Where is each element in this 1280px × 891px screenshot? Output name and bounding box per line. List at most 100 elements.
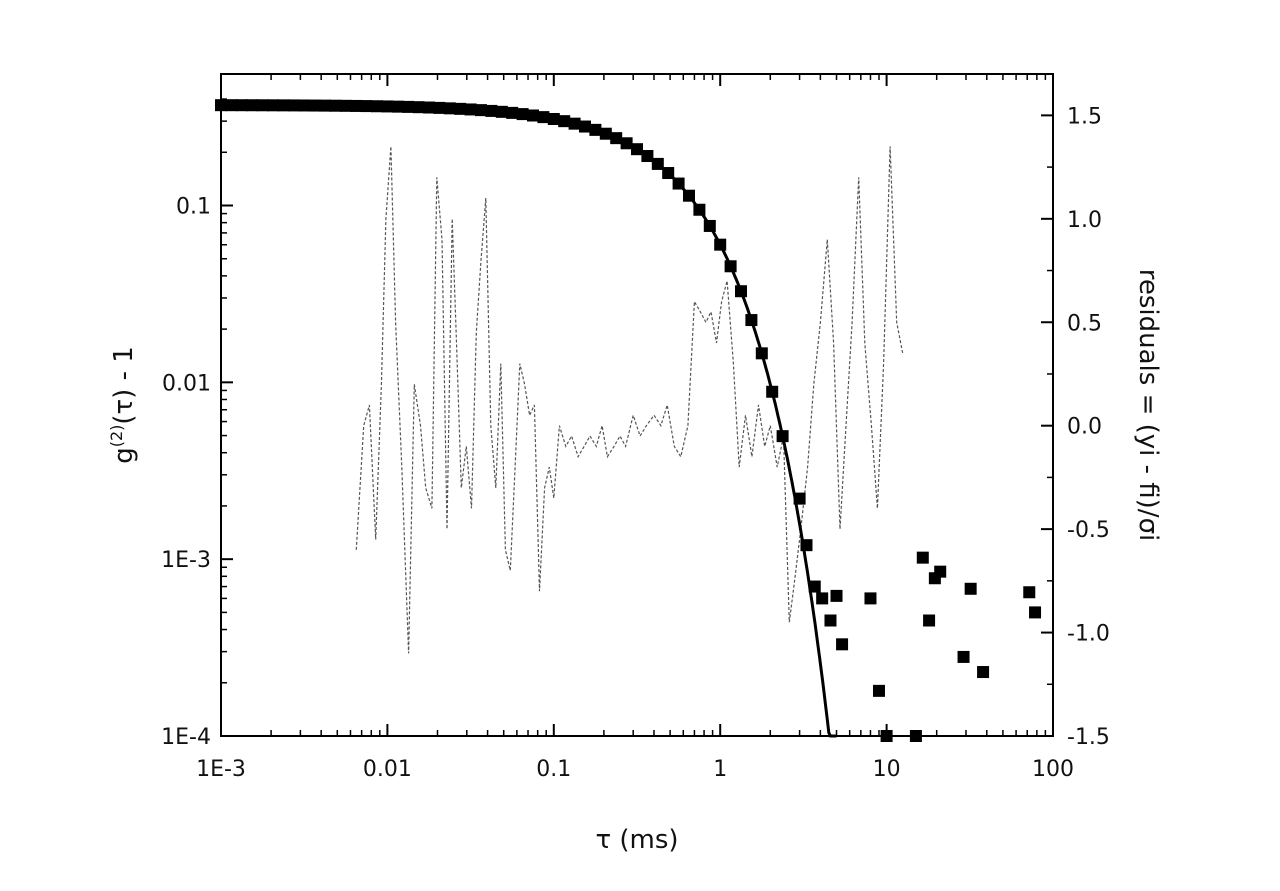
data-point bbox=[350, 99, 363, 112]
data-point bbox=[864, 592, 877, 605]
x-tick-label: 1 bbox=[713, 757, 727, 782]
data-point bbox=[599, 127, 612, 140]
data-point bbox=[495, 105, 508, 118]
data-point bbox=[934, 565, 947, 578]
data-point bbox=[641, 150, 654, 163]
y-left-axis-title: g(2)(τ) - 1 bbox=[107, 346, 139, 464]
y-left-tick-label: 0.01 bbox=[162, 371, 211, 396]
y-left-axis-title-rest: (τ) - 1 bbox=[109, 346, 139, 424]
data-point bbox=[267, 99, 279, 112]
data-point bbox=[651, 157, 664, 170]
data-point bbox=[766, 385, 779, 398]
data-point bbox=[423, 101, 435, 114]
data-point bbox=[909, 730, 922, 742]
x-axis-title: τ (ms) bbox=[595, 825, 678, 855]
data-point bbox=[558, 115, 571, 128]
data-point bbox=[485, 104, 498, 117]
data-point bbox=[215, 99, 227, 112]
data-point bbox=[329, 99, 342, 112]
data-point bbox=[800, 539, 813, 552]
data-series bbox=[215, 99, 1042, 742]
data-point bbox=[714, 238, 727, 251]
y-right-tick-label: -0.5 bbox=[1067, 518, 1110, 543]
data-point bbox=[880, 730, 893, 742]
data-point bbox=[371, 100, 383, 113]
data-point bbox=[755, 347, 768, 360]
data-point bbox=[1029, 606, 1042, 619]
data-point bbox=[339, 99, 352, 112]
data-point bbox=[620, 137, 633, 150]
data-point bbox=[824, 614, 837, 627]
data-point bbox=[745, 314, 758, 327]
data-point bbox=[527, 109, 539, 122]
data-point bbox=[683, 189, 695, 202]
data-point bbox=[516, 108, 529, 121]
plot-frame bbox=[220, 73, 1054, 737]
data-point bbox=[923, 614, 936, 627]
y-left-tick-label: 0.1 bbox=[176, 195, 211, 220]
data-point bbox=[319, 99, 331, 112]
tick-labels: 1E-3 0.01 0.1 1 10 100 0.1 0.01 1E-3 1E-4 1.5 1.0 0.… bbox=[161, 104, 1110, 782]
x-tick-label: 0.01 bbox=[363, 757, 412, 782]
y-left-axis-title-sup: (2) bbox=[107, 425, 126, 448]
data-point bbox=[793, 492, 806, 505]
y-right-tick-label: 0.5 bbox=[1067, 311, 1102, 336]
x-tick-label: 0.1 bbox=[536, 757, 571, 782]
data-point bbox=[287, 99, 300, 112]
data-point bbox=[360, 100, 373, 113]
y-right-tick-label: -1.5 bbox=[1067, 725, 1110, 750]
data-point bbox=[537, 111, 550, 124]
y-right-axis-title: residuals = (yi - fi)/σi bbox=[1133, 269, 1163, 542]
x-tick-label: 100 bbox=[1032, 757, 1074, 782]
data-point bbox=[836, 638, 849, 651]
data-point bbox=[957, 650, 970, 663]
data-point bbox=[475, 104, 487, 117]
data-point bbox=[464, 103, 477, 116]
data-point bbox=[443, 102, 456, 115]
residuals-series bbox=[355, 146, 904, 654]
data-point bbox=[547, 112, 560, 125]
y-right-tick-label: 0.0 bbox=[1067, 415, 1102, 440]
data-point bbox=[816, 592, 829, 605]
data-point bbox=[568, 117, 581, 130]
x-tick-label: 1E-3 bbox=[196, 757, 246, 782]
y-right-tick-label: 1.0 bbox=[1067, 208, 1102, 233]
data-point bbox=[693, 203, 706, 216]
data-point bbox=[225, 99, 238, 112]
data-point bbox=[872, 684, 885, 697]
data-point bbox=[830, 589, 843, 602]
data-point bbox=[402, 100, 415, 113]
data-point bbox=[631, 143, 643, 156]
data-point bbox=[1023, 586, 1036, 599]
data-point bbox=[672, 177, 685, 190]
data-point bbox=[977, 666, 990, 679]
data-point bbox=[703, 219, 716, 232]
data-point bbox=[391, 100, 404, 113]
data-point bbox=[298, 99, 311, 112]
y-right-tick-label: -1.0 bbox=[1067, 622, 1110, 647]
data-point bbox=[916, 551, 929, 564]
data-point bbox=[246, 99, 259, 112]
data-point bbox=[454, 102, 467, 115]
x-tick-label: 10 bbox=[873, 757, 901, 782]
data-point bbox=[964, 582, 977, 595]
data-point bbox=[735, 285, 747, 298]
data-point bbox=[579, 120, 591, 133]
data-point bbox=[724, 260, 737, 273]
y-left-axis-title-main: g bbox=[109, 447, 139, 464]
y-left-tick-label: 1E-3 bbox=[161, 548, 211, 573]
data-point bbox=[235, 99, 248, 112]
data-point bbox=[381, 100, 394, 113]
y-right-tick-label: 1.5 bbox=[1067, 104, 1102, 129]
data-point bbox=[776, 430, 789, 443]
data-point bbox=[662, 167, 675, 180]
data-point bbox=[808, 580, 821, 593]
fit-series bbox=[221, 103, 837, 738]
axis-ticks bbox=[220, 74, 1054, 737]
data-point bbox=[433, 101, 446, 114]
data-point bbox=[277, 99, 290, 112]
y-left-tick-label: 1E-4 bbox=[161, 725, 211, 750]
data-point bbox=[308, 99, 321, 112]
residuals-line bbox=[355, 146, 904, 654]
